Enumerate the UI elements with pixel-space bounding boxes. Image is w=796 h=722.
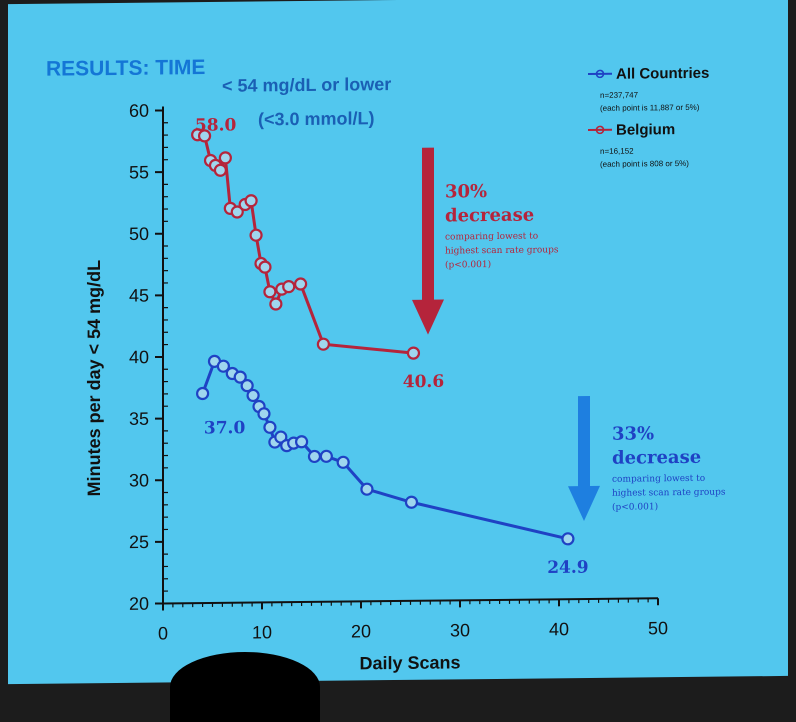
y-tick-label: 40 <box>129 347 149 367</box>
data-point-all-countries <box>197 388 208 399</box>
all-countries-annotation: 33% decrease comparing lowest to highest… <box>612 423 726 513</box>
data-point-all-countries <box>258 408 269 419</box>
data-point-all-countries <box>562 533 573 544</box>
data-label-belgium: 40.6 <box>403 372 444 392</box>
series-line-all-countries <box>203 358 568 543</box>
data-point-belgium <box>270 298 281 309</box>
all-countries-decrease-arrow <box>568 396 600 521</box>
y-tick-label: 55 <box>129 162 149 182</box>
series-layer <box>192 125 573 548</box>
x-axis-title: Daily Scans <box>359 652 460 673</box>
legend-item-belgium: Belgium n=16,152 (each point is 808 or 5… <box>588 121 689 169</box>
title-line2: (<3.0 mmol/L) <box>258 108 375 129</box>
chart: RESULTS: TIME < 54 mg/dL or lower (<3.0 … <box>8 0 788 684</box>
data-point-all-countries <box>321 451 332 462</box>
data-point-belgium <box>283 281 294 292</box>
data-point-belgium <box>215 165 226 176</box>
audience-head-silhouette <box>170 652 320 722</box>
all-countries-decrease-detail-1: comparing lowest to <box>612 474 705 485</box>
data-label-all-countries: 24.9 <box>547 558 588 578</box>
y-tick-label: 25 <box>129 532 149 552</box>
series-all-countries <box>197 352 573 548</box>
slide-background: RESULTS: TIME < 54 mg/dL or lower (<3.0 … <box>8 0 788 684</box>
data-point-belgium <box>220 152 231 163</box>
belgium-decrease-percent: 30% <box>445 181 487 202</box>
data-point-belgium <box>318 339 329 350</box>
y-axis-title: Minutes per day < 54 mg/dL <box>84 260 104 497</box>
y-tick-label: 20 <box>129 594 149 614</box>
y-tick-label: 50 <box>129 224 149 244</box>
belgium-decrease-detail-2: highest scan rate groups <box>445 245 559 256</box>
belgium-decrease-word: decrease <box>445 205 534 227</box>
data-point-belgium <box>246 195 257 206</box>
data-point-all-countries <box>248 390 259 401</box>
belgium-annotation: 30% decrease comparing lowest to highest… <box>445 180 559 270</box>
legend: All Countries n=237,747 (each point is 1… <box>588 65 709 169</box>
x-tick-label: 40 <box>549 619 569 639</box>
data-point-belgium <box>251 230 262 241</box>
series-belgium <box>192 127 419 361</box>
legend-note-all-countries-n: n=237,747 <box>600 90 639 99</box>
data-point-all-countries <box>361 484 372 495</box>
belgium-decrease-detail-1: comparing lowest to <box>445 232 538 243</box>
data-point-all-countries <box>296 436 307 447</box>
x-axis-ticks: 0 10 20 30 40 50 <box>158 598 668 643</box>
data-point-all-countries <box>264 422 275 433</box>
title-line1: < 54 mg/dL or lower <box>222 74 391 96</box>
belgium-decrease-detail-3: (p<0.001) <box>445 259 491 270</box>
legend-note-belgium-points: (each point is 808 or 5%) <box>600 159 689 169</box>
x-tick-label: 10 <box>252 622 272 642</box>
belgium-decrease-arrow <box>412 148 444 335</box>
x-tick-label: 50 <box>648 618 668 638</box>
legend-item-all-countries: All Countries n=237,747 (each point is 1… <box>588 65 709 113</box>
data-label-belgium: 58.0 <box>195 115 237 135</box>
data-point-belgium <box>264 286 275 297</box>
x-tick-label: 30 <box>450 620 470 640</box>
data-point-belgium <box>408 348 419 359</box>
data-point-all-countries <box>406 497 417 508</box>
legend-label-all-countries: All Countries <box>616 65 709 83</box>
legend-note-belgium-n: n=16,152 <box>600 147 634 156</box>
y-tick-label: 30 <box>129 470 149 490</box>
all-countries-decrease-detail-2: highest scan rate groups <box>612 488 726 499</box>
legend-note-all-countries-points: (each point is 11,887 or 5%) <box>600 103 700 113</box>
data-label-all-countries: 37.0 <box>204 418 246 438</box>
data-point-belgium <box>259 262 270 273</box>
all-countries-decrease-word: decrease <box>612 447 701 469</box>
y-tick-label: 35 <box>129 409 149 429</box>
data-point-all-countries <box>338 457 349 468</box>
all-countries-decrease-percent: 33% <box>612 423 654 444</box>
data-labels: 37.0 24.9 58.0 40.6 <box>195 112 589 582</box>
data-point-all-countries <box>309 451 320 462</box>
series-line-belgium <box>198 132 414 355</box>
y-tick-label: 45 <box>129 285 149 305</box>
x-tick-label: 20 <box>351 621 371 641</box>
x-tick-label: 0 <box>158 623 168 643</box>
title-main: RESULTS: TIME <box>46 56 205 81</box>
data-point-belgium <box>295 278 306 289</box>
legend-label-belgium: Belgium <box>616 121 675 139</box>
y-tick-label: 60 <box>129 101 149 121</box>
all-countries-decrease-detail-3: (p<0.001) <box>612 501 658 512</box>
